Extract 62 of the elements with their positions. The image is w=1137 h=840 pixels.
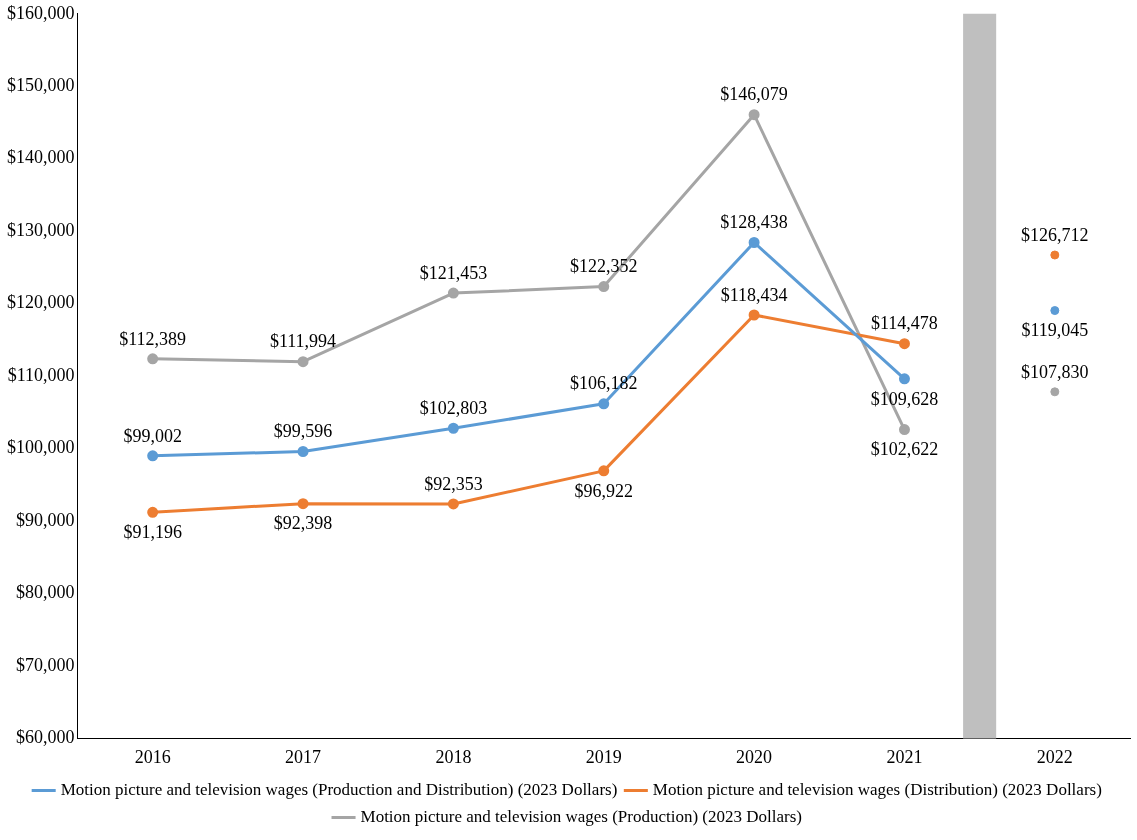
point — [297, 356, 309, 368]
point — [147, 353, 159, 365]
data-label: $92,353 — [424, 473, 483, 494]
data-label: $107,830 — [1021, 361, 1089, 382]
y-tick-label: $160,000 — [7, 2, 75, 23]
data-label: $99,002 — [123, 425, 182, 446]
y-tick-label: $140,000 — [7, 147, 75, 168]
legend-label: Motion picture and television wages (Production and Distribution) (2023 Dollars) — [60, 779, 618, 799]
point — [297, 498, 309, 510]
data-label: $114,478 — [871, 313, 938, 334]
x-tick-label: 2018 — [435, 746, 472, 767]
y-tick-label: $90,000 — [16, 509, 75, 530]
data-label: $119,045 — [1021, 320, 1089, 341]
point — [1050, 306, 1060, 316]
point — [147, 506, 159, 518]
point — [1050, 250, 1060, 260]
data-label: $102,622 — [870, 439, 939, 460]
point — [898, 424, 910, 436]
data-label: $121,453 — [419, 262, 488, 283]
point — [748, 309, 760, 321]
x-tick-label: 2017 — [285, 746, 322, 767]
y-tick-label: $150,000 — [7, 74, 75, 95]
data-label: $122,352 — [570, 256, 638, 277]
data-label: $96,922 — [574, 480, 633, 501]
point — [147, 450, 159, 462]
y-tick-label: $110,000 — [7, 364, 75, 385]
x-tick-label: 2021 — [886, 746, 923, 767]
point — [447, 422, 459, 434]
y-tick-label: $120,000 — [7, 292, 75, 313]
x-tick-label: 2020 — [736, 746, 773, 767]
point — [598, 281, 610, 293]
legend-label: Motion picture and television wages (Production) (2023 Dollars) — [360, 806, 802, 826]
x-tick-label: 2022 — [1036, 746, 1073, 767]
y-tick-label: $70,000 — [16, 654, 75, 675]
x-tick-label: 2019 — [585, 746, 622, 767]
y-tick-label: $100,000 — [7, 437, 75, 458]
data-label: $99,596 — [273, 421, 333, 442]
y-tick-label: $60,000 — [16, 727, 75, 748]
data-label: $109,628 — [870, 388, 939, 409]
point — [748, 237, 760, 248]
data-label: $111,994 — [269, 331, 337, 352]
point — [898, 338, 910, 350]
data-label: $91,196 — [123, 522, 182, 543]
point — [598, 398, 610, 410]
point — [898, 373, 910, 385]
x-tick-label: 2016 — [134, 746, 171, 767]
data-label: $126,712 — [1021, 224, 1089, 245]
data-label: $112,389 — [119, 328, 187, 349]
point — [748, 109, 760, 121]
legend-label: Motion picture and television wages (Distribution) (2023 Dollars) — [652, 779, 1102, 799]
data-label: $146,079 — [720, 84, 788, 105]
data-label: $118,434 — [720, 284, 788, 305]
data-label: $102,803 — [419, 397, 488, 418]
y-tick-label: $130,000 — [7, 219, 75, 240]
point — [598, 465, 610, 477]
data-label: $128,438 — [720, 212, 788, 233]
point — [1050, 387, 1060, 397]
point — [447, 287, 459, 299]
point — [297, 445, 309, 457]
point — [447, 498, 459, 510]
y-tick-label: $80,000 — [16, 582, 75, 603]
data-label: $92,398 — [273, 513, 333, 534]
